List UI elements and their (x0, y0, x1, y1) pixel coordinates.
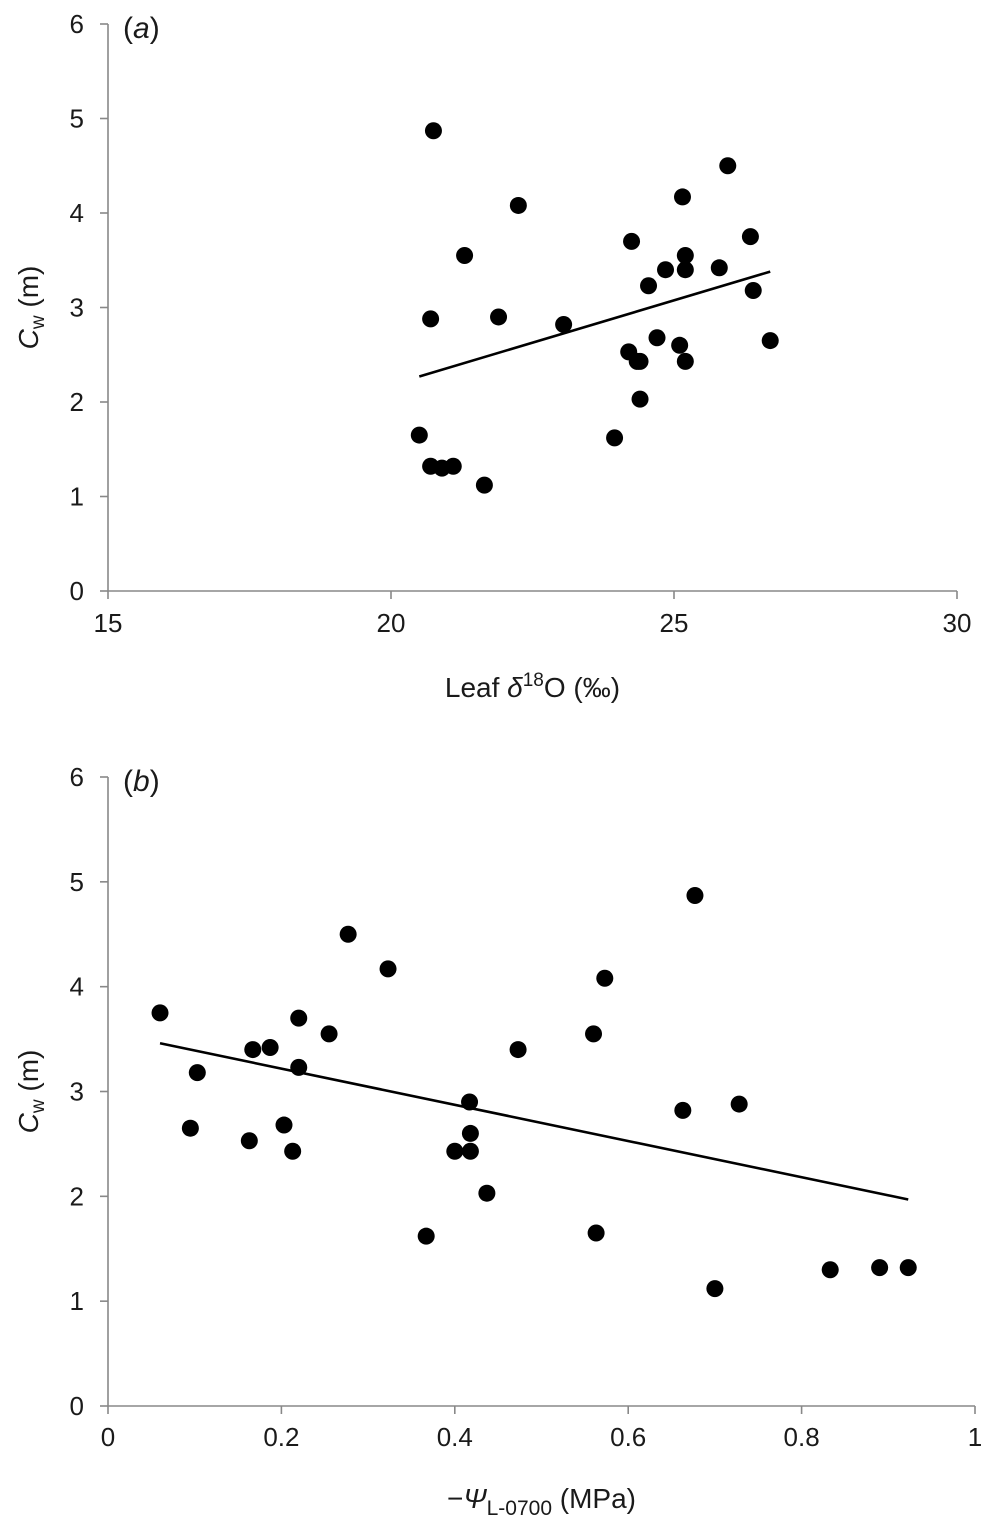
data-point (424, 122, 442, 140)
data-point (456, 247, 474, 265)
data-point (676, 352, 694, 370)
data-point (606, 429, 624, 447)
x-tick-label: 0.6 (610, 1422, 646, 1452)
x-tick-label: 30 (943, 608, 972, 638)
y-tick-label: 2 (70, 1181, 84, 1211)
data-point (710, 259, 728, 277)
data-point (648, 329, 666, 347)
y-axis-title: Cw (m) (13, 266, 49, 350)
x-tick-label: 1 (968, 1422, 982, 1452)
data-point (261, 1038, 279, 1056)
data-point (290, 1058, 308, 1076)
data-point (719, 157, 737, 175)
data-point (555, 316, 573, 334)
data-point (587, 1224, 605, 1242)
data-point (444, 457, 462, 475)
data-point (290, 1009, 308, 1027)
x-tick-label: 0.8 (784, 1422, 820, 1452)
data-point (461, 1093, 479, 1111)
panel-label: (a) (123, 12, 160, 45)
y-tick-label: 4 (70, 198, 84, 228)
data-point (475, 476, 493, 494)
data-point (676, 261, 694, 279)
data-point (871, 1259, 889, 1277)
x-tick-label: 25 (660, 608, 689, 638)
data-point (188, 1064, 206, 1082)
data-point (446, 1142, 464, 1160)
data-point (673, 188, 691, 206)
data-point (422, 310, 440, 328)
data-point (275, 1116, 293, 1134)
data-point (623, 232, 641, 250)
y-tick-label: 3 (70, 1077, 84, 1107)
data-point (657, 261, 675, 279)
data-point (631, 390, 649, 408)
data-point (821, 1261, 839, 1279)
data-point (151, 1004, 169, 1022)
y-tick-label: 1 (70, 1286, 84, 1316)
data-point (379, 960, 397, 978)
data-point (744, 281, 762, 299)
data-point (320, 1025, 338, 1043)
data-point (706, 1280, 724, 1298)
data-point (640, 277, 658, 295)
data-point (509, 1041, 527, 1059)
data-point (410, 426, 428, 444)
x-axis-title: Leaf δ18O (‰) (445, 670, 620, 703)
x-tick-label: 0.2 (263, 1422, 299, 1452)
y-tick-label: 5 (70, 104, 84, 134)
data-point (240, 1132, 258, 1150)
y-tick-label: 0 (70, 576, 84, 606)
y-tick-label: 4 (70, 972, 84, 1002)
data-point (761, 332, 779, 350)
data-point (676, 247, 694, 265)
y-tick-label: 0 (70, 1391, 84, 1421)
data-point (490, 308, 508, 326)
data-point (631, 352, 649, 370)
y-tick-label: 1 (70, 482, 84, 512)
data-point (730, 1095, 748, 1113)
panel-b: 0 1 2 3 4 5 6 0 0.2 0.4 0.6 0.8 1 (b) Cw (m) −ΨL-0700 (… (13, 762, 982, 1520)
trendline (418, 270, 771, 378)
panel-label: (b) (123, 765, 160, 798)
x-axis-title: −ΨL-0700 (MPa) (447, 1483, 636, 1520)
x-tick-label: 20 (377, 608, 406, 638)
data-point (509, 196, 527, 214)
data-point (741, 228, 759, 246)
x-tick-label: 0 (101, 1422, 115, 1452)
y-tick-label: 5 (70, 867, 84, 897)
data-point (244, 1041, 262, 1059)
data-point (478, 1184, 496, 1202)
x-tick-label: 0.4 (437, 1422, 473, 1452)
panel-a: 0 1 2 3 4 5 6 15 20 25 30 (a) Cw (m) Leaf δ18O (‰) (13, 9, 971, 703)
y-axis-title: Cw (m) (13, 1050, 49, 1134)
trendline (159, 1042, 909, 1201)
data-point (686, 886, 704, 904)
data-point (671, 336, 689, 354)
data-point (596, 969, 614, 987)
x-tick-label: 15 (94, 608, 123, 638)
data-point (339, 925, 357, 943)
data-point (461, 1124, 479, 1142)
y-tick-label: 6 (70, 9, 84, 39)
y-tick-label: 3 (70, 293, 84, 323)
data-point (181, 1119, 199, 1137)
data-point (674, 1101, 692, 1119)
data-point (899, 1259, 917, 1277)
data-point (461, 1142, 479, 1160)
y-tick-label: 6 (70, 762, 84, 792)
data-point (284, 1142, 302, 1160)
y-tick-label: 2 (70, 387, 84, 417)
data-point (585, 1025, 603, 1043)
data-point (417, 1227, 435, 1245)
